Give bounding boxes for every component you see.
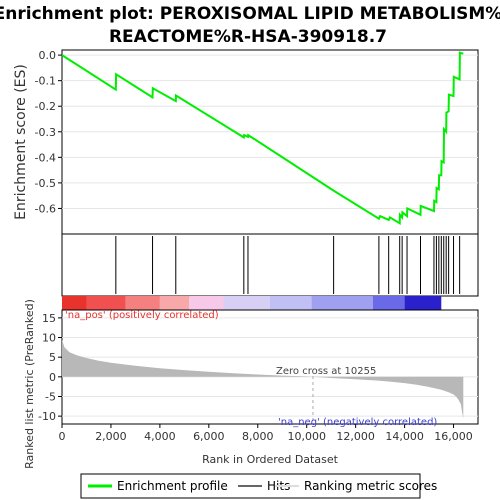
metric-x-tick-label: 12,000 — [336, 430, 375, 443]
metric-y-tick-label: 5 — [49, 351, 56, 364]
es-panel-frame — [61, 49, 479, 235]
rank-color-segment — [86, 296, 126, 310]
rank-color-segment — [311, 296, 373, 310]
chart-title-line1: Enrichment plot: PEROXISOMAL LIPID METAB… — [0, 4, 500, 24]
metric-x-axis-label: Rank in Ordered Dataset — [202, 453, 339, 466]
metric-y-tick-label: -5 — [45, 390, 56, 403]
metric-x-tick-label: 10,000 — [287, 430, 326, 443]
rank-color-segment — [159, 296, 190, 310]
chart-title-line2: REACTOME%R-HSA-390918.7 — [109, 27, 387, 47]
metric-gridlines — [62, 317, 478, 417]
hits-panel-frame — [61, 233, 479, 297]
metric-x-tick-label: 16,000 — [434, 430, 473, 443]
es-y-tick-label: -0.4 — [35, 151, 56, 164]
metric-y-tick-label: -10 — [38, 410, 56, 423]
zero-cross-label: Zero cross at 10255 — [276, 366, 376, 377]
rank-color-segment — [372, 296, 405, 310]
metric-y-tick-label: 0 — [49, 371, 56, 384]
metric-x-tick-label: 14,000 — [385, 430, 424, 443]
es-y-tick-label: -0.1 — [35, 75, 56, 88]
es-y-axis-label: Enrichment score (ES) — [13, 64, 29, 220]
metric-x-axis: 0 2,000 4,000 6,000 8,000 10,000 12,000 14,000 1… — [59, 424, 473, 443]
metric-x-tick-label: 8,000 — [242, 430, 274, 443]
es-gridlines — [62, 54, 478, 209]
es-y-tick-label: -0.5 — [35, 177, 56, 190]
metric-x-tick-label: 4,000 — [144, 430, 176, 443]
metric-y-axis: 15 10 5 0 -5 -10 — [38, 312, 62, 423]
metric-x-tick-label: 0 — [59, 430, 66, 443]
metric-x-tick-label: 2,000 — [95, 430, 127, 443]
rank-color-segment — [223, 296, 270, 310]
es-y-axis: 0.0 -0.1 -0.2 -0.3 -0.4 -0.5 -0.6 — [35, 49, 62, 215]
positive-correlation-label: 'na_pos' (positively correlated) — [65, 310, 219, 321]
legend-metric-label: Ranking metric scores — [304, 479, 437, 493]
es-y-tick-label: -0.3 — [35, 126, 56, 139]
rank-color-bar — [62, 296, 442, 310]
es-y-tick-label: -0.2 — [35, 100, 56, 113]
rank-color-segment — [125, 296, 160, 310]
es-y-tick-label: 0.0 — [39, 49, 57, 62]
rank-color-segment — [270, 296, 312, 310]
ranking-metric-area — [62, 339, 464, 419]
rank-color-segment — [62, 296, 87, 310]
legend: Enrichment profile Hits Ranking metric s… — [80, 473, 437, 499]
rank-color-segment — [404, 296, 442, 310]
enrichment-profile-line — [61, 51, 464, 226]
metric-x-tick-label: 6,000 — [193, 430, 225, 443]
metric-y-tick-label: 15 — [42, 312, 56, 325]
rank-color-segment — [189, 296, 224, 310]
metric-y-axis-label: Ranked list metric (PreRanked) — [23, 299, 36, 469]
legend-enrichment-label: Enrichment profile — [117, 479, 228, 493]
es-y-tick-label: -0.6 — [35, 202, 56, 215]
negative-correlation-label: 'na_neg' (negatively correlated) — [278, 417, 437, 428]
metric-y-tick-label: 10 — [42, 332, 56, 345]
hit-markers — [115, 236, 461, 294]
